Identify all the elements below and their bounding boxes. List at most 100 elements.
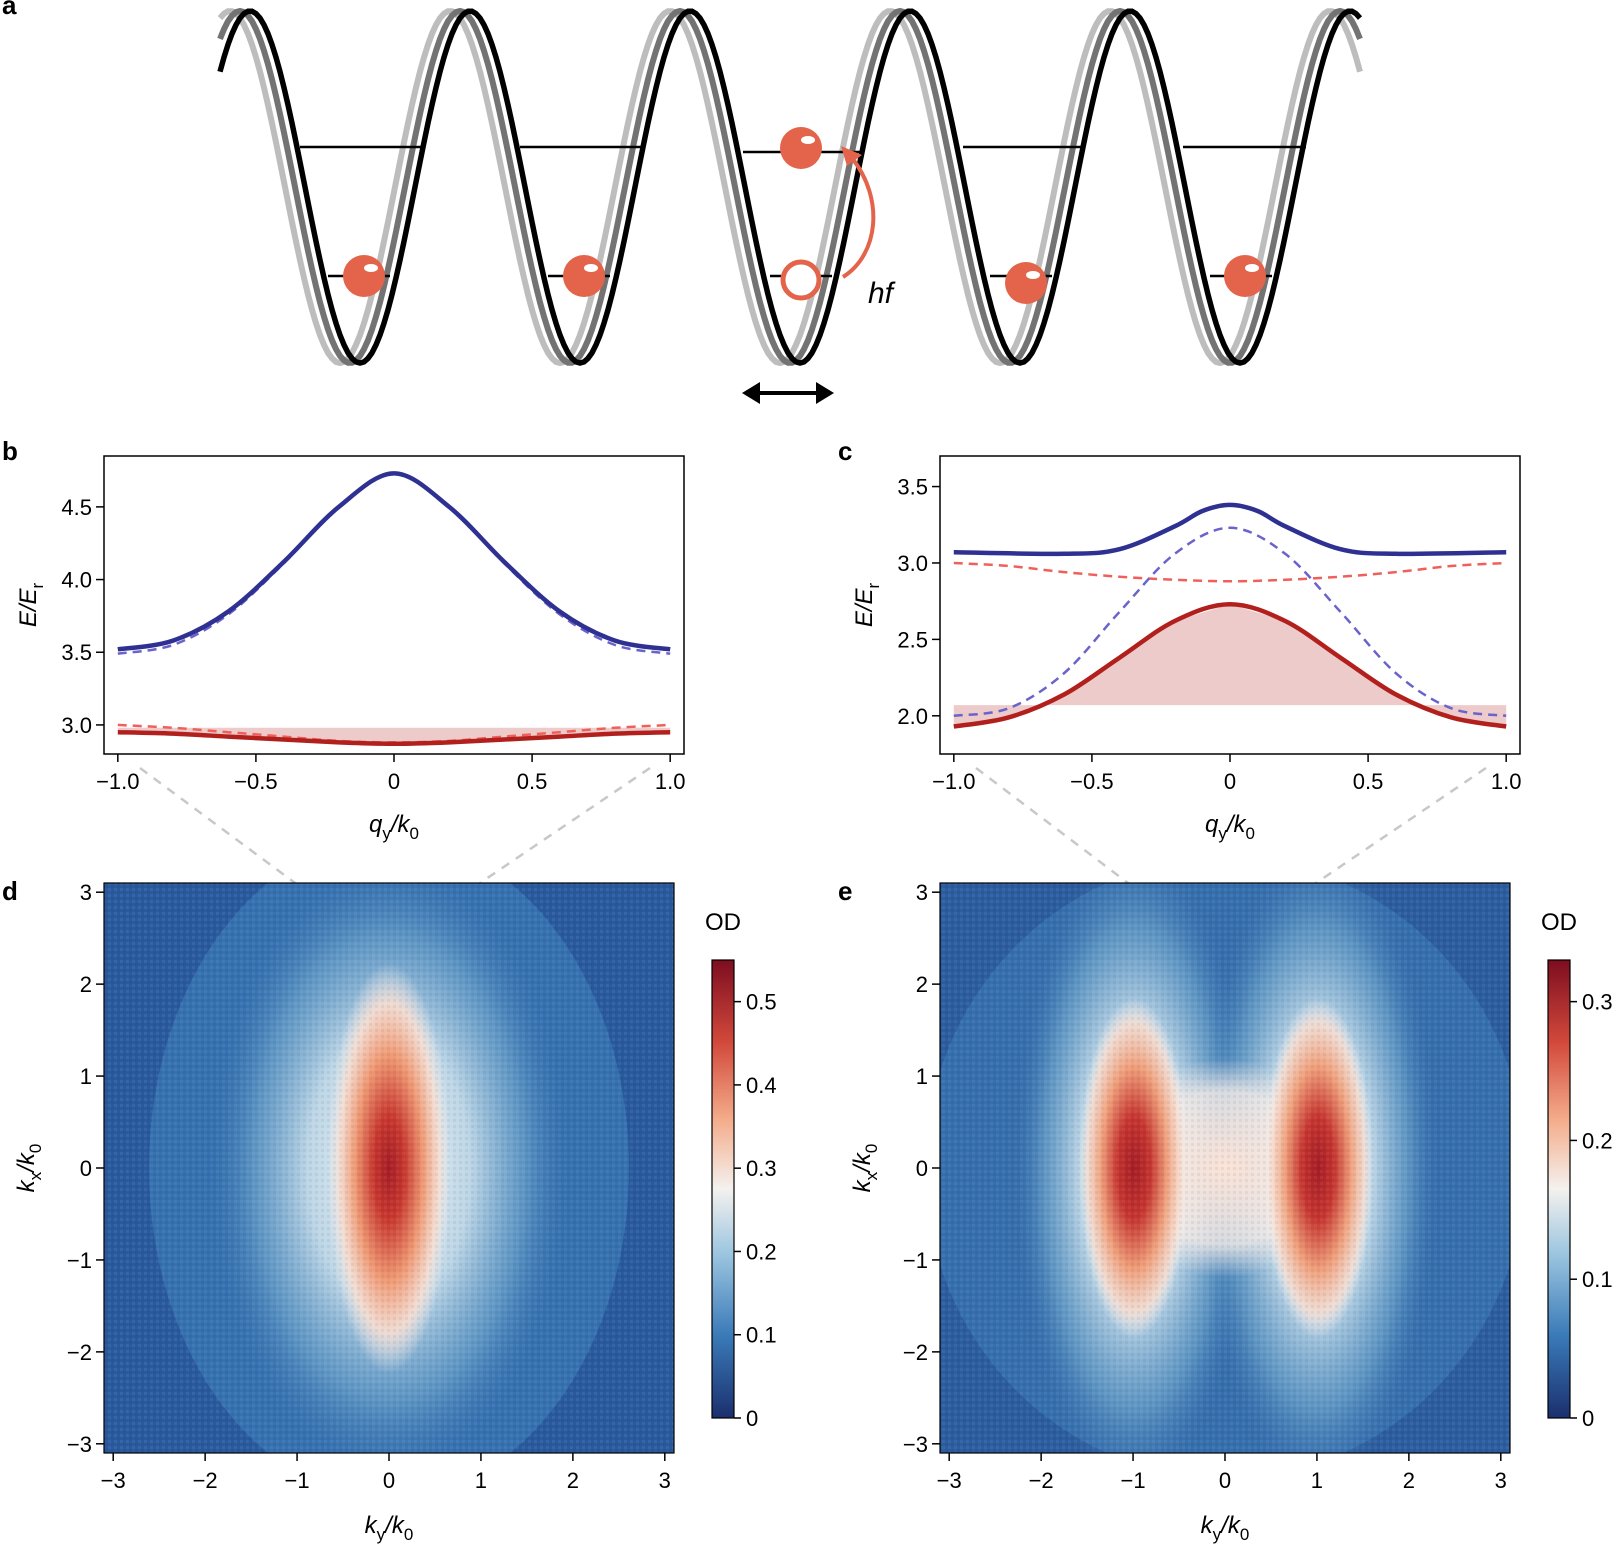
y-axis-label: E/Er	[15, 582, 47, 627]
axes-frame	[103, 455, 685, 755]
x-tick-label: 1.0	[655, 769, 686, 794]
x-tick-label: 0	[388, 769, 400, 794]
lattice-potential-mid	[217, 7, 1363, 366]
y-tick-label: 3	[80, 880, 92, 905]
panel-d-label: d	[2, 876, 18, 906]
x-tick-label: 0	[1224, 769, 1236, 794]
series-line-dashed	[953, 561, 1507, 583]
series-line-solid	[117, 729, 671, 747]
panel-d-heatmap: d −3 −2 −1 0 1 2 3 −3 −2 −1 0 1 2 3 ky/k0 kx/k0 OD 0 0.1 0.…	[2, 876, 777, 1544]
colorbar-label: OD	[1541, 909, 1577, 936]
x-tick-label: −2	[193, 1468, 218, 1493]
panel-e-label: e	[838, 876, 852, 906]
series-line-dashed	[117, 472, 671, 655]
plot-area	[117, 471, 671, 747]
photon-arrowhead	[841, 146, 862, 166]
y-tick-label: −3	[67, 1432, 92, 1457]
colorbar: OD 0 0.1 0.2 0.3 0.4 0.5	[705, 909, 777, 1431]
colorbar-tick-label: 0	[746, 1406, 758, 1431]
x-tick-label: 2	[567, 1468, 579, 1493]
y-tick-label: 0	[80, 1156, 92, 1181]
y-tick-label: 3.0	[897, 551, 928, 576]
y-tick-label: 3.5	[61, 640, 92, 665]
colorbar-tick-label: 0.2	[1582, 1128, 1613, 1153]
x-tick-label: −1	[285, 1468, 310, 1493]
x-tick-label: 0.5	[517, 769, 548, 794]
panel-e-heatmap: e −3 −2 −1 0 1 2 3 −3 −2 −1 0 1 2 3 ky/k0 kx/k0 OD 0 0.1 0.…	[838, 876, 1613, 1544]
shake-double-arrow	[742, 382, 834, 404]
panel-a-label: a	[2, 0, 17, 20]
lattice-potential-current	[217, 8, 1363, 366]
colorbar-tick-label: 0.5	[746, 990, 777, 1015]
series-line-solid	[117, 471, 671, 652]
x-tick-label: 3	[1495, 1468, 1507, 1493]
panel-a-lattice-diagram: a hf	[2, 0, 1363, 404]
y-tick-label: 4.0	[61, 568, 92, 593]
series-line-solid	[953, 502, 1507, 557]
photon-transition-arrow	[841, 156, 876, 279]
y-tick-label: −1	[67, 1248, 92, 1273]
heatmap-image-d	[104, 883, 674, 1453]
y-tick-label: 1	[916, 1064, 928, 1089]
y-tick-label: 0	[916, 1156, 928, 1181]
lattice-potential-light	[217, 8, 1363, 367]
x-tick-label: −1.0	[96, 769, 139, 794]
atom	[1224, 255, 1266, 297]
colorbar-gradient	[711, 959, 735, 1419]
atom	[1005, 262, 1047, 304]
atoms	[343, 127, 1266, 304]
heatmap-image-e	[940, 883, 1510, 1453]
atom	[343, 255, 385, 297]
y-tick-label: 2	[80, 972, 92, 997]
panel-b-chart: b −1.0 −0.5 0 0.5 1.0 3.0 3.5 4.0 4.5 qy/k0 E/Er	[2, 436, 685, 843]
series-line-solid	[953, 601, 1507, 729]
y-axis-label: E/Er	[851, 582, 883, 627]
y-tick-label: −2	[67, 1340, 92, 1365]
colorbar-gradient	[1547, 959, 1571, 1419]
colorbar-tick-label: 0	[1582, 1406, 1594, 1431]
x-tick-label: 1	[1311, 1468, 1323, 1493]
y-tick-label: 4.5	[61, 495, 92, 520]
shaded-band	[117, 727, 671, 744]
y-tick-label: 3.0	[61, 713, 92, 738]
zoom-connectors	[139, 766, 1487, 885]
colorbar-tick-label: 0.4	[746, 1073, 777, 1098]
x-tick-label: −0.5	[1070, 769, 1113, 794]
panel-c-chart: c −1.0 −0.5 0 0.5 1.0 2.0 2.5 3.0 3.5 qy/k0 E/Er	[838, 436, 1521, 843]
x-axis-label: ky/k0	[1201, 1512, 1250, 1544]
x-tick-label: 1.0	[1491, 769, 1522, 794]
x-tick-label: 1	[475, 1468, 487, 1493]
plot-area	[953, 502, 1507, 729]
y-tick-label: −2	[903, 1340, 928, 1365]
colorbar-tick-label: 0.3	[1582, 990, 1613, 1015]
x-tick-label: 2	[1403, 1468, 1415, 1493]
x-tick-label: −1	[1121, 1468, 1146, 1493]
y-tick-label: 2.0	[897, 704, 928, 729]
panel-b-label: b	[2, 436, 18, 466]
y-axis-label: kx/k0	[13, 1144, 45, 1193]
x-axis-label: ky/k0	[365, 1512, 414, 1544]
colorbar-label: OD	[705, 909, 741, 936]
y-tick-label: −1	[903, 1248, 928, 1273]
x-tick-label: −1.0	[932, 769, 975, 794]
x-tick-label: 0.5	[1353, 769, 1384, 794]
colorbar-tick-label: 0.3	[746, 1156, 777, 1181]
x-axis-label: qy/k0	[369, 811, 419, 843]
y-tick-label: 3.5	[897, 475, 928, 500]
atom	[780, 127, 822, 169]
y-tick-label: 2	[916, 972, 928, 997]
colorbar-tick-label: 0.1	[1582, 1267, 1613, 1292]
x-tick-label: 0	[383, 1468, 395, 1493]
panel-c-label: c	[838, 436, 852, 466]
y-axis-label: kx/k0	[849, 1144, 881, 1193]
y-tick-label: 3	[916, 880, 928, 905]
x-tick-label: 3	[659, 1468, 671, 1493]
photon-label-hf: hf	[868, 277, 896, 310]
x-tick-label: −3	[937, 1468, 962, 1493]
shaded-band	[953, 604, 1507, 727]
y-tick-label: 1	[80, 1064, 92, 1089]
colorbar: OD 0 0.1 0.2 0.3	[1541, 909, 1613, 1431]
colorbar-tick-label: 0.1	[746, 1323, 777, 1348]
y-tick-label: −3	[903, 1432, 928, 1457]
